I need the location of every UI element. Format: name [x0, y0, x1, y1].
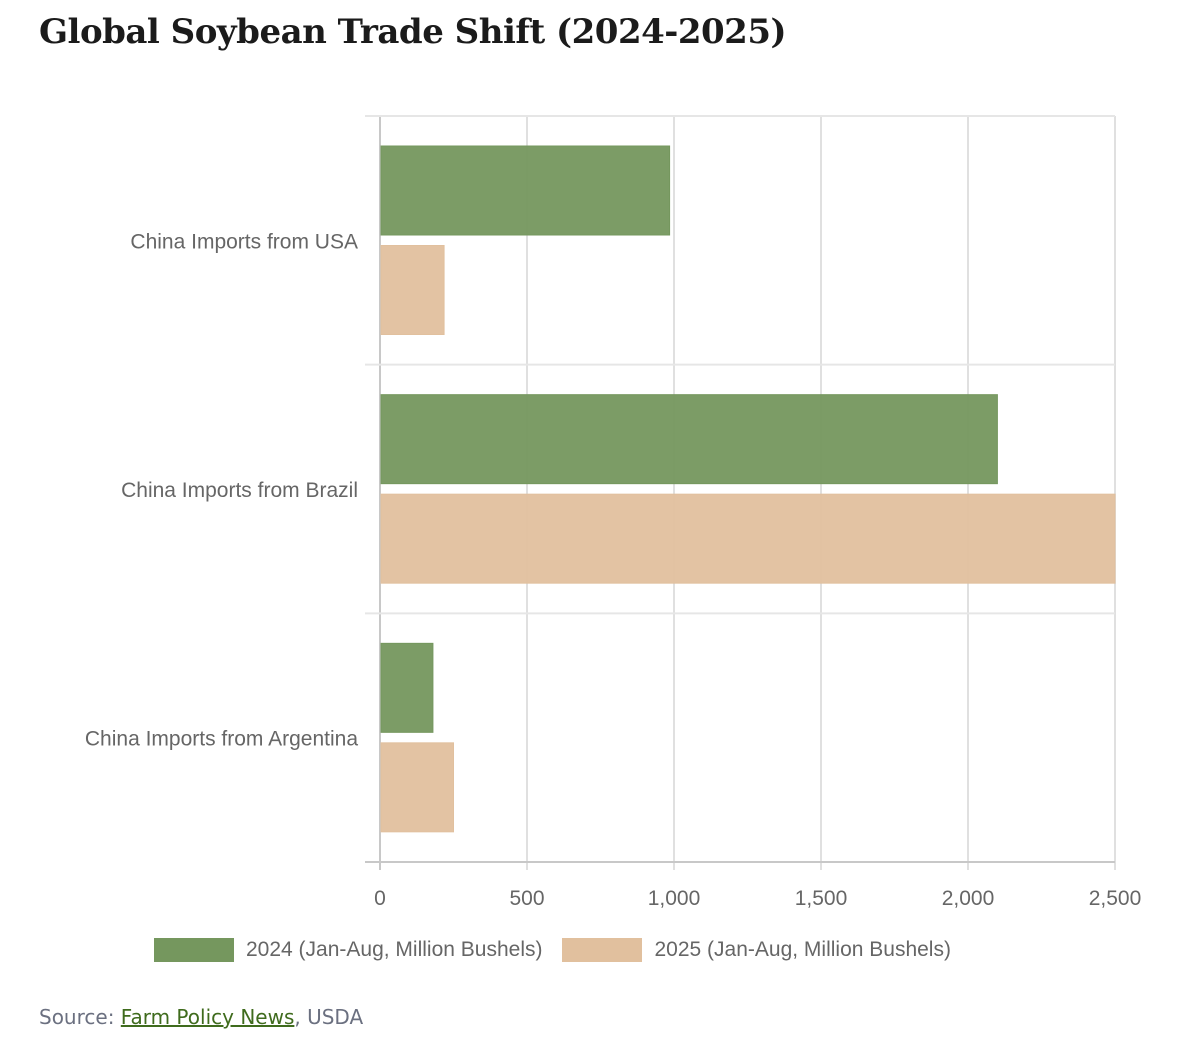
legend-swatch-2025	[562, 938, 643, 962]
source-note: Source: Farm Policy News, USDA	[39, 1005, 363, 1029]
bar-chart: 0 500 1,000 1,500 2,000 2,500 China Imports fr…	[85, 115, 1142, 910]
x-tick-label: 2,500	[1089, 887, 1142, 910]
x-tick-label: 0	[374, 887, 386, 910]
x-tick-label: 500	[509, 887, 544, 910]
bar-2024	[380, 642, 434, 733]
legend-label-2024: 2024 (Jan-Aug, Million Bushels)	[246, 938, 543, 961]
legend-item-2025[interactable]: 2025 (Jan-Aug, Million Bushels)	[562, 938, 951, 962]
source-suffix: , USDA	[294, 1005, 364, 1029]
x-tick-label: 1,000	[648, 887, 701, 910]
bar-2025	[380, 742, 454, 833]
source-prefix: Source:	[39, 1005, 121, 1029]
bar-2024	[380, 145, 671, 236]
bar-2025	[380, 245, 445, 335]
chart-title: Global Soybean Trade Shift (2024-2025)	[39, 12, 787, 52]
legend-swatch-2024	[154, 938, 234, 962]
bar-2025	[380, 493, 1116, 584]
x-tick-label: 2,000	[942, 887, 995, 910]
category-label: China Imports from USA	[130, 230, 358, 253]
bar-2024	[380, 394, 998, 485]
legend-label-2025: 2025 (Jan-Aug, Million Bushels)	[654, 938, 951, 961]
source-link[interactable]: Farm Policy News	[120, 1005, 295, 1029]
legend-item-2024[interactable]: 2024 (Jan-Aug, Million Bushels)	[154, 938, 542, 962]
category-label: China Imports from Argentina	[85, 728, 358, 751]
x-tick-label: 1,500	[795, 887, 848, 910]
category-label: China Imports from Brazil	[121, 479, 358, 502]
legend: 2024 (Jan-Aug, Million Bushels) 2025 (Ja…	[154, 938, 971, 962]
